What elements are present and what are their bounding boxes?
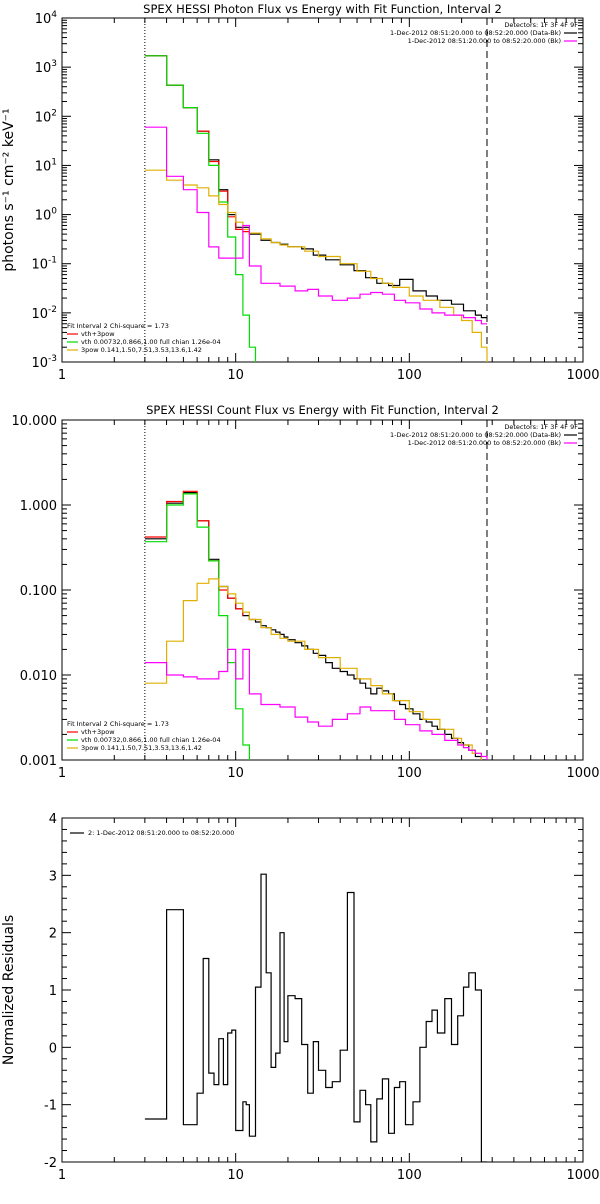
- y-tick-label: 1.000: [20, 499, 57, 514]
- legend-entry: 1-Dec-2012 08:51:20.000 to 08:52:20.000 …: [408, 37, 561, 45]
- chart-panel-3: 1 10 100 1000 -2 -1 0 1 2 3 4 Normalized Residuals 2…: [1, 812, 600, 1183]
- y-tick-label: 104: [35, 10, 58, 27]
- legend-entry: vth+3pow: [81, 330, 115, 338]
- legend-entry: 3pow 0.141,1.50,7.51,3.53,13.6,1.42: [81, 744, 202, 752]
- y-tick-label: 100: [35, 207, 58, 224]
- x-tick-label: 1: [58, 368, 66, 383]
- legend-detectors: Detectors: 1F 3F 4F 9F: [504, 423, 578, 431]
- legend-entry: 2: 1-Dec-2012 08:51:20.000 to 08:52:20.0…: [88, 829, 234, 837]
- x-tick-label: 100: [397, 368, 422, 383]
- y-tick-label: 10.000: [12, 414, 58, 429]
- x-tick-label: 10: [227, 368, 244, 383]
- series-bk: [144, 126, 487, 325]
- legend-detectors: Detectors: 1F 3F 4F 9F: [504, 21, 578, 29]
- y-tick-label: 0.001: [20, 754, 57, 769]
- legend-entry: 1-Dec-2012 08:51:20.000 to 08:52:20.000 …: [408, 439, 561, 447]
- legend-fit-info: Fit Interval 2 Chi-square = 1.73: [67, 720, 169, 728]
- series-vth: [144, 55, 257, 362]
- x-tick-label: 1000: [566, 368, 599, 383]
- x-tick-label: 1: [58, 766, 66, 781]
- x-tick-label: 1000: [566, 1168, 599, 1183]
- y-tick-label: -2: [44, 1156, 57, 1171]
- axis-frame: [61, 17, 584, 363]
- legend-entry: 1-Dec-2012 08:51:20.000 to 08:52:20.000 …: [390, 29, 561, 37]
- legend-entry: vth+3pow: [81, 728, 115, 736]
- x-tick-label: 10: [227, 1168, 244, 1183]
- series-vth-3pow: [144, 490, 244, 616]
- series-2-1-dec-2012-08-51-20-000-to-08-52-20-000: [144, 873, 487, 1162]
- chart-panel-2: SPEX HESSI Count Flux vs Energy with Fit…: [12, 403, 600, 781]
- y-tick-label: 1: [49, 984, 57, 999]
- series-bk: [144, 648, 488, 760]
- chart-panel-1: SPEX HESSI Photon Flux vs Energy with Fi…: [1, 2, 600, 383]
- x-tick-label: 100: [397, 766, 422, 781]
- legend-entry: vth 0.00732,0.866,1.00 full chian 1.26e-…: [81, 736, 221, 744]
- y-tick-label: 10-1: [31, 256, 57, 273]
- legend-entry: vth 0.00732,0.866,1.00 full chian 1.26e-…: [81, 338, 221, 346]
- series-3pow: [144, 578, 482, 760]
- y-tick-label: 10-3: [31, 354, 57, 371]
- chart-title: SPEX HESSI Count Flux vs Energy with Fit…: [146, 403, 499, 417]
- y-tick-label: 0.100: [20, 584, 57, 599]
- y-tick-label: 3: [49, 869, 57, 884]
- y-tick-label: -1: [44, 1099, 57, 1114]
- axis-frame: [61, 419, 584, 761]
- y-tick-label: 103: [35, 59, 57, 76]
- y-axis-label: photons s⁻¹ cm⁻² keV⁻¹: [1, 108, 17, 271]
- y-axis-label: Normalized Residuals: [1, 915, 17, 1065]
- series-vth: [144, 493, 250, 760]
- y-tick-label: 0.010: [20, 669, 57, 684]
- x-tick-label: 1000: [566, 766, 599, 781]
- series-group: [144, 873, 487, 1162]
- series-3pow: [144, 169, 488, 362]
- y-tick-label: 101: [35, 157, 57, 174]
- x-tick-label: 1: [58, 1168, 66, 1183]
- y-tick-label: 0: [49, 1041, 57, 1056]
- x-tick-label: 10: [227, 766, 244, 781]
- x-tick-label: 100: [397, 1168, 422, 1183]
- chart-title: SPEX HESSI Photon Flux vs Energy with Fi…: [143, 2, 502, 16]
- legend-fit-info: Fit Interval 2 Chi-square = 1.73: [67, 322, 169, 330]
- legend-entry: 1-Dec-2012 08:51:20.000 to 08:52:20.000 …: [390, 431, 561, 439]
- y-tick-label: 2: [49, 927, 57, 942]
- series-group: [144, 55, 488, 362]
- y-tick-label: 102: [35, 108, 57, 125]
- series-data-bk: [144, 55, 487, 319]
- y-tick-label: 10-2: [31, 305, 57, 322]
- y-tick-label: 4: [49, 812, 57, 827]
- legend-entry: 3pow 0.141,1.50,7.51,3.53,13.6,1.42: [81, 346, 202, 354]
- axis-frame: [61, 817, 584, 1163]
- series-group: [144, 490, 488, 760]
